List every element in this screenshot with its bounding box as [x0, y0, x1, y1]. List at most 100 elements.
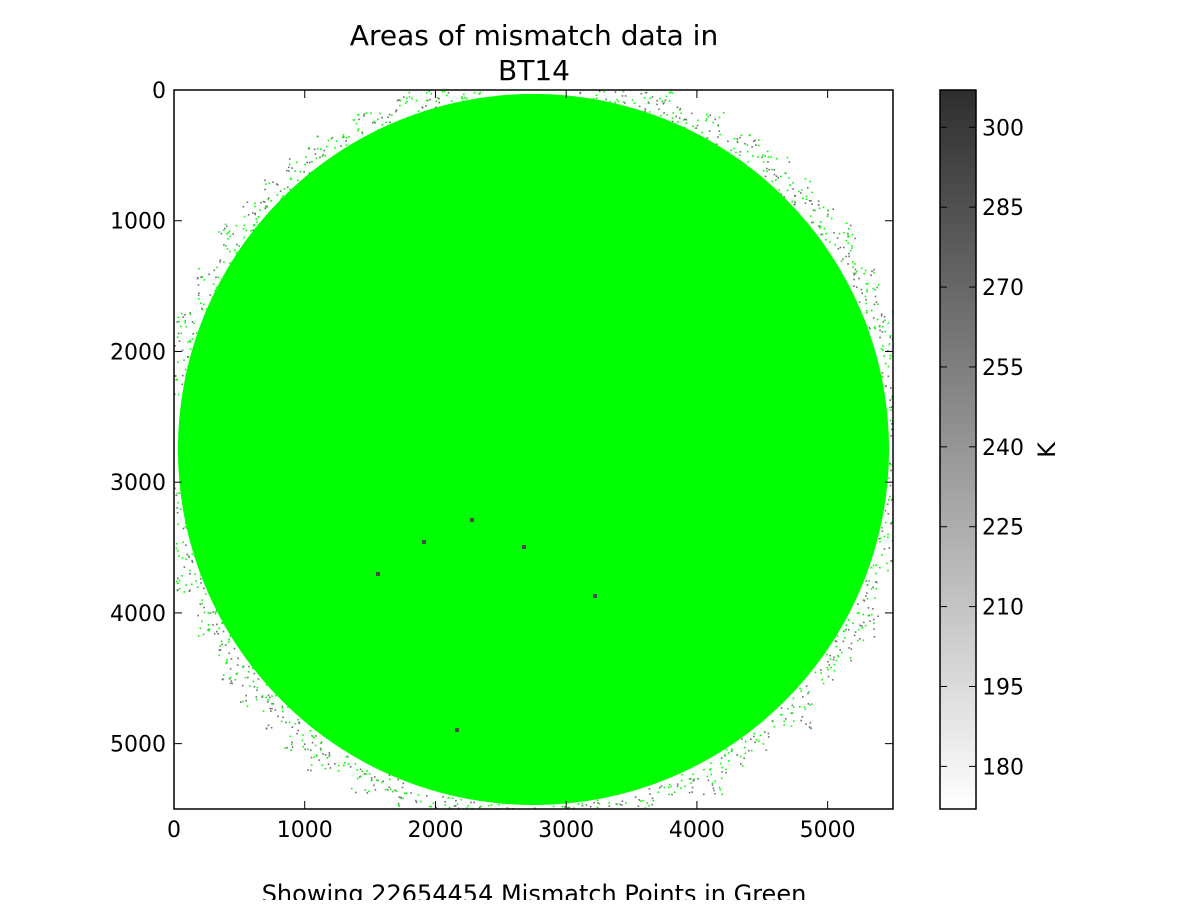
mismatch-speckle: [334, 763, 336, 765]
mismatch-speckle: [882, 321, 885, 323]
mismatch-speckle: [758, 139, 760, 141]
mismatch-speckle: [656, 99, 658, 102]
mismatch-speckle: [450, 100, 453, 102]
mismatch-speckle: [246, 705, 249, 707]
mismatch-speckle: [264, 207, 267, 210]
chart-title-line-2: BT14: [498, 54, 570, 87]
mismatch-speckle: [479, 91, 481, 94]
mismatch-speckle: [320, 741, 323, 743]
mismatch-speckle: [695, 127, 698, 129]
mismatch-speckle: [194, 573, 196, 575]
mismatch-speckle: [810, 215, 812, 217]
mismatch-speckle: [885, 362, 887, 365]
mismatch-speckle: [837, 654, 839, 657]
mismatch-speckle: [227, 231, 230, 234]
mismatch-speckle: [884, 319, 886, 321]
mismatch-speckle: [649, 97, 651, 99]
mismatch-speckle: [622, 101, 625, 103]
mismatch-speckle: [219, 261, 221, 263]
mismatch-speckle: [356, 777, 359, 780]
mismatch-speckle: [811, 703, 813, 705]
mismatch-speckle: [784, 172, 786, 174]
mismatch-speckle: [843, 246, 845, 249]
mismatch-speckle: [272, 703, 275, 705]
mismatch-speckle: [780, 707, 783, 709]
mismatch-speckle: [323, 149, 325, 152]
mismatch-speckle: [851, 245, 853, 247]
mismatch-speckle: [294, 722, 297, 725]
mismatch-speckle: [640, 800, 642, 802]
colorbar-tick-label: 300: [982, 116, 1024, 141]
mismatch-speckle: [288, 170, 290, 172]
mismatch-speckle: [881, 530, 884, 532]
mismatch-speckle: [219, 645, 221, 647]
mismatch-speckle: [657, 813, 659, 815]
mismatch-speckle: [417, 812, 419, 814]
mismatch-speckle: [374, 789, 377, 791]
mismatch-speckle: [363, 113, 366, 115]
mismatch-speckle: [808, 691, 810, 693]
mismatch-speckle: [417, 110, 420, 112]
mismatch-speckle: [856, 286, 858, 288]
mismatch-speckle: [288, 158, 291, 160]
mismatch-speckle: [889, 484, 892, 487]
mismatch-speckle: [282, 716, 284, 719]
mismatch-speckle: [889, 495, 891, 498]
mismatch-speckle: [663, 786, 666, 789]
mismatch-speckle: [234, 678, 237, 681]
mismatch-speckle: [856, 612, 859, 614]
mismatch-speckle: [888, 547, 891, 549]
mismatch-speckle: [665, 95, 668, 98]
mismatch-speckle: [637, 805, 640, 807]
mismatch-speckle: [183, 359, 185, 361]
mismatch-speckle: [854, 272, 857, 275]
mismatch-speckle: [177, 523, 179, 525]
mismatch-speckle: [727, 760, 730, 762]
mismatch-speckle: [609, 101, 611, 103]
mismatch-speckle: [368, 790, 370, 793]
mismatch-speckle: [385, 121, 388, 124]
mismatch-speckle: [895, 426, 897, 428]
mismatch-speckle: [847, 234, 849, 237]
mismatch-speckle: [866, 290, 868, 293]
mismatch-speckle: [321, 764, 324, 766]
mismatch-speckle: [399, 99, 401, 102]
mismatch-speckle: [658, 108, 660, 111]
mismatch-speckle: [718, 130, 721, 132]
mismatch-speckle: [454, 805, 457, 807]
mismatch-speckle: [875, 564, 877, 566]
mismatch-speckle: [229, 676, 232, 679]
mismatch-speckle: [174, 345, 176, 347]
mismatch-speckle: [310, 756, 313, 759]
mismatch-speckle: [629, 815, 631, 817]
mismatch-speckle: [318, 759, 320, 761]
mismatch-speckle: [412, 812, 414, 814]
mismatch-speckle: [845, 222, 848, 225]
mismatch-speckle: [872, 586, 874, 589]
mismatch-speckle: [865, 595, 867, 597]
mismatch-speckle: [186, 356, 189, 358]
mismatch-speckle: [480, 805, 482, 808]
mismatch-speckle: [226, 233, 228, 235]
mismatch-speckle: [898, 445, 900, 447]
mismatch-speckle: [309, 730, 312, 732]
mismatch-speckle: [267, 694, 270, 697]
mismatch-speckle: [722, 112, 725, 114]
mismatch-speckle: [453, 805, 456, 807]
mismatch-speckle: [198, 298, 200, 300]
mismatch-speckle: [794, 203, 796, 206]
mismatch-speckle: [283, 188, 286, 190]
mismatch-speckle: [202, 633, 205, 636]
chart-title-line-1: Areas of mismatch data in: [350, 19, 718, 52]
mismatch-speckle: [652, 799, 655, 802]
mismatch-speckle: [181, 557, 184, 559]
mismatch-speckle: [798, 190, 800, 193]
mismatch-speckle: [873, 271, 875, 274]
mismatch-speckle: [835, 645, 838, 648]
mismatch-speckle: [343, 764, 345, 767]
mismatch-speckle: [304, 748, 306, 751]
mismatch-speckle: [177, 316, 179, 319]
mismatch-speckle: [882, 345, 884, 347]
mismatch-speckle: [197, 284, 200, 286]
mismatch-speckle: [845, 239, 848, 242]
